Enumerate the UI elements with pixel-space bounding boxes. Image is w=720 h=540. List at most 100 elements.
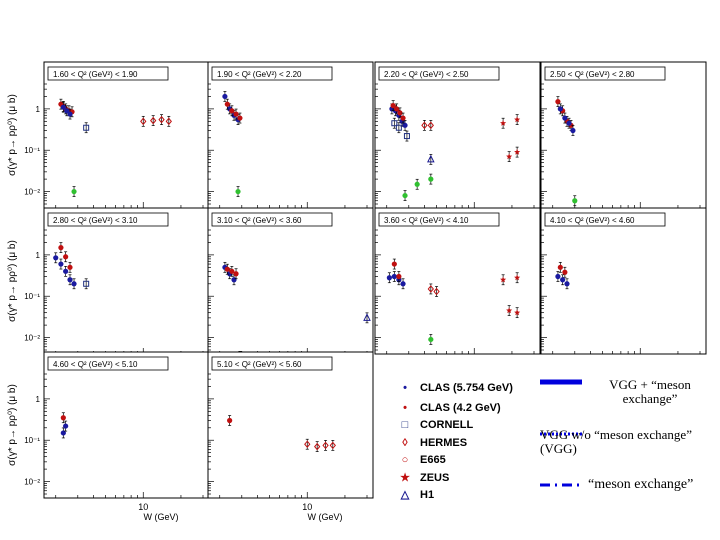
- data-point: [514, 274, 521, 281]
- data-point: [514, 116, 521, 123]
- data-point: [428, 336, 434, 343]
- data-point: [63, 423, 69, 429]
- data-point: [557, 264, 563, 270]
- data-point: [229, 108, 235, 114]
- panel-6: [207, 207, 374, 362]
- data-point: [572, 198, 578, 204]
- data-point: [227, 417, 233, 424]
- data-point: [314, 442, 321, 451]
- panel-frame: [374, 207, 541, 355]
- legend-item-zeus: ★ ZEUS: [398, 471, 449, 485]
- panel-2: [207, 61, 374, 209]
- data-point: [237, 115, 243, 121]
- curve-legend-meson-exchange: “meson exchange”: [588, 477, 694, 492]
- y-tick-label: 10⁻²: [24, 334, 40, 343]
- data-point: [390, 103, 396, 109]
- panel-label-box: [211, 212, 333, 227]
- data-point: [414, 181, 420, 187]
- data-point: [64, 108, 70, 114]
- data-point: [60, 104, 66, 110]
- legend: • CLAS (5.754 GeV) • CLAS (4.2 GeV) □ CORNE…: [380, 362, 530, 502]
- data-point: [329, 441, 336, 450]
- legend-marker: ◊: [402, 437, 408, 449]
- legend-item-clas-42: • CLAS (4.2 GeV): [398, 402, 501, 416]
- data-point: [60, 430, 66, 436]
- data-point: [566, 120, 572, 126]
- data-point: [386, 275, 392, 281]
- y-tick-label: 1: [36, 395, 41, 404]
- legend-marker: □: [401, 419, 409, 431]
- panel-label-box: [211, 356, 333, 371]
- panel-label-box: [378, 66, 500, 81]
- data-point: [71, 281, 77, 287]
- curve-legend-vgg-no-meson: VGG w/o “meson exchange” (VGG): [540, 427, 692, 456]
- panel-label-box: [544, 212, 666, 227]
- data-point: [224, 266, 230, 272]
- data-point: [150, 116, 157, 125]
- data-point: [400, 281, 406, 287]
- data-point: [222, 93, 228, 100]
- panel-label-box: [47, 66, 169, 81]
- panel-label: 3.60 < Q² (GeV²) < 4.10: [384, 216, 469, 225]
- panel-label: 2.50 < Q² (GeV²) < 2.80: [550, 70, 635, 79]
- data-point: [562, 269, 568, 275]
- panel-frame: [43, 351, 210, 499]
- panel-label: 1.60 < Q² (GeV²) < 1.90: [53, 70, 138, 79]
- data-point: [514, 309, 521, 316]
- data-point: [83, 280, 90, 287]
- data-point: [500, 276, 507, 283]
- data-point: [400, 115, 406, 121]
- x-axis-label: W (GeV): [144, 512, 179, 522]
- panel-frame: [43, 61, 210, 209]
- panel-frame: [374, 61, 541, 209]
- panel-frame: [540, 61, 707, 209]
- legend-marker: •: [403, 402, 407, 414]
- y-axis-label: σ(γ* p→ pρ⁰) (μ b): [7, 384, 18, 466]
- data-point: [564, 281, 570, 287]
- panel-frame: [207, 61, 374, 209]
- x-tick-label: 10: [138, 502, 148, 512]
- data-point: [427, 285, 434, 293]
- y-axis-label: σ(γ* p→ pρ⁰) (μ b): [7, 94, 18, 176]
- data-point: [233, 271, 239, 277]
- panel-4: [540, 61, 707, 209]
- data-point: [391, 273, 397, 280]
- data-point: [235, 188, 241, 195]
- panel-label-box: [211, 66, 333, 81]
- panel-label: 5.10 < Q² (GeV²) < 5.60: [217, 360, 302, 369]
- data-point: [395, 124, 402, 131]
- data-point: [570, 127, 576, 134]
- panel-label: 1.90 < Q² (GeV²) < 2.20: [217, 70, 302, 79]
- data-point: [71, 188, 77, 195]
- data-point: [421, 121, 428, 130]
- x-axis-label: W (GeV): [308, 512, 343, 522]
- panel-1: [43, 61, 210, 209]
- x-tick-label: 10: [302, 502, 312, 512]
- data-point: [229, 268, 235, 274]
- legend-item-hermes: ◊ HERMES: [398, 437, 467, 451]
- data-point: [53, 255, 59, 261]
- panel-frame: [207, 351, 374, 499]
- data-point: [403, 133, 410, 140]
- data-point: [233, 111, 239, 117]
- data-point: [433, 287, 440, 296]
- legend-marker: △: [400, 489, 410, 501]
- panel-label: 4.10 < Q² (GeV²) < 4.60: [550, 216, 635, 225]
- legend-item-h1: △ H1: [398, 488, 434, 502]
- data-point: [555, 99, 561, 105]
- data-point: [67, 264, 73, 270]
- panel-label-box: [47, 212, 169, 227]
- data-point: [557, 106, 563, 112]
- data-point: [58, 245, 64, 251]
- data-point: [396, 273, 402, 280]
- data-point: [363, 313, 371, 321]
- panel-9: [43, 351, 210, 499]
- panel-label-box: [47, 356, 169, 371]
- panel-label: 2.80 < Q² (GeV²) < 3.10: [53, 216, 138, 225]
- data-point: [514, 148, 521, 155]
- data-point: [560, 277, 566, 283]
- data-point: [391, 120, 398, 127]
- y-tick-label: 1: [36, 105, 41, 114]
- curve-legend-vgg-meson: VGG + “meson exchange”: [609, 377, 691, 406]
- data-point: [402, 192, 408, 199]
